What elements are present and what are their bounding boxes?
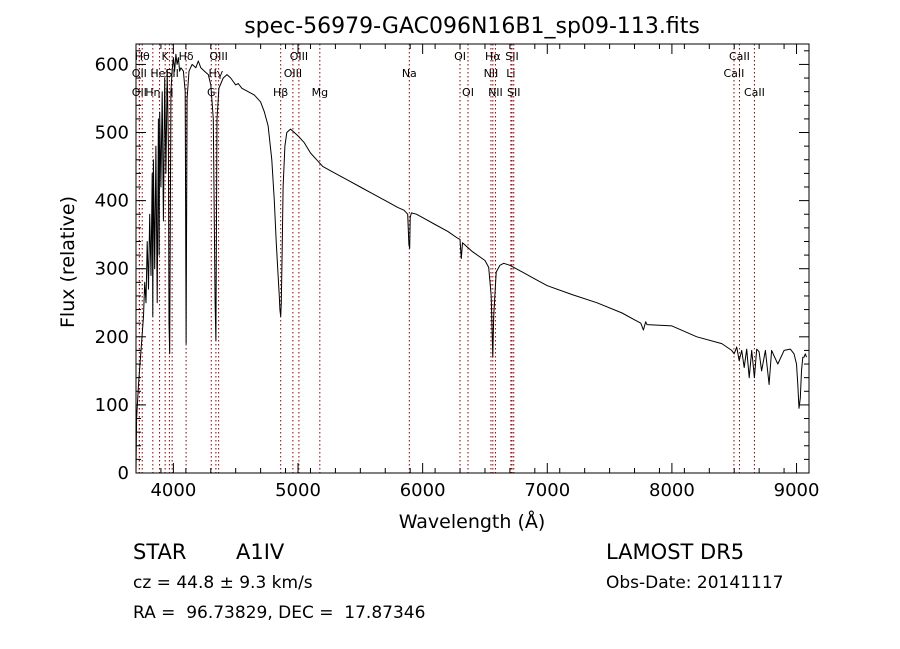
marker-label: OIII xyxy=(290,50,308,63)
marker-label: SII xyxy=(505,50,518,63)
marker-label: Li xyxy=(506,67,515,80)
y-tick-label: 100 xyxy=(95,395,129,416)
spectrum-line xyxy=(135,53,807,474)
marker-label: Hγ xyxy=(208,67,223,80)
marker-label: Hβ xyxy=(273,86,288,99)
y-tick-label: 0 xyxy=(118,463,129,484)
marker-label: Hα xyxy=(485,50,501,63)
marker-label: K xyxy=(162,50,170,63)
marker-label: CaII xyxy=(744,86,765,99)
x-tick-label: 7000 xyxy=(524,480,570,501)
plot-frame xyxy=(135,43,810,474)
y-tick-label: 400 xyxy=(95,191,129,212)
marker-label: NII xyxy=(484,67,499,80)
chart-title: spec-56979-GAC096N16B1_sp09-113.fits xyxy=(244,14,700,39)
marker-label: Hδ xyxy=(179,50,194,63)
marker-label: Mg xyxy=(312,86,328,99)
survey-name: LAMOST DR5 xyxy=(606,540,745,564)
x-tick-label: 6000 xyxy=(400,480,446,501)
x-axis-label: Wavelength (Å) xyxy=(399,510,546,533)
x-tick-label: 8000 xyxy=(649,480,695,501)
x-tick-label: 5000 xyxy=(275,480,321,501)
y-tick-label: 500 xyxy=(95,123,129,144)
marker-label: HeI xyxy=(150,67,168,80)
y-axis-label: Flux (relative) xyxy=(57,196,79,328)
marker-label: CaII xyxy=(724,67,745,80)
marker-label: OI xyxy=(462,86,474,99)
redshift-velocity: cz = 44.8 ± 9.3 km/s xyxy=(133,573,313,593)
coordinates: RA = 96.73829, DEC = 17.87346 xyxy=(133,603,426,623)
marker-label: SII xyxy=(507,86,520,99)
marker-label: Na xyxy=(402,67,417,80)
marker-label: OI xyxy=(454,50,466,63)
y-tick-label: 200 xyxy=(95,327,129,348)
x-tick-label: 9000 xyxy=(774,480,820,501)
marker-label: H xyxy=(165,86,173,99)
y-tick-label: 300 xyxy=(95,259,129,280)
line-markers: OIIHθOIIHηHeIKHSIIHδGHγOIIIHβOIIIOIIIMgN… xyxy=(132,44,765,473)
marker-label: CaII xyxy=(729,50,750,63)
x-tick-label: 4000 xyxy=(150,480,196,501)
marker-label: Hθ xyxy=(135,50,150,63)
object-class: STAR xyxy=(133,540,187,564)
marker-label: Hη xyxy=(145,86,160,99)
axes: 4000 5000 6000 7000 8000 9000 0 100 200 300 400 500… xyxy=(95,44,820,501)
object-subclass: A1IV xyxy=(236,540,285,564)
marker-label: OIII xyxy=(209,50,227,63)
y-tick-label: 600 xyxy=(95,54,129,75)
marker-label: NII xyxy=(488,86,503,99)
plot-area xyxy=(135,53,807,474)
observation-date: Obs-Date: 20141117 xyxy=(606,573,784,593)
marker-label: OIII xyxy=(284,67,302,80)
